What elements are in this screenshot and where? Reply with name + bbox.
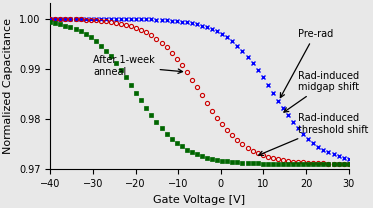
X-axis label: Gate Voltage [V]: Gate Voltage [V] xyxy=(153,194,245,204)
Text: Pre-rad: Pre-rad xyxy=(280,29,333,98)
Y-axis label: Normalized Capacitance: Normalized Capacitance xyxy=(3,18,13,154)
Text: Rad-induced
threshold shift: Rad-induced threshold shift xyxy=(259,113,368,155)
Text: Rad-induced
midgap shift: Rad-induced midgap shift xyxy=(284,71,359,112)
Text: After 1-week
anneal: After 1-week anneal xyxy=(93,56,182,77)
